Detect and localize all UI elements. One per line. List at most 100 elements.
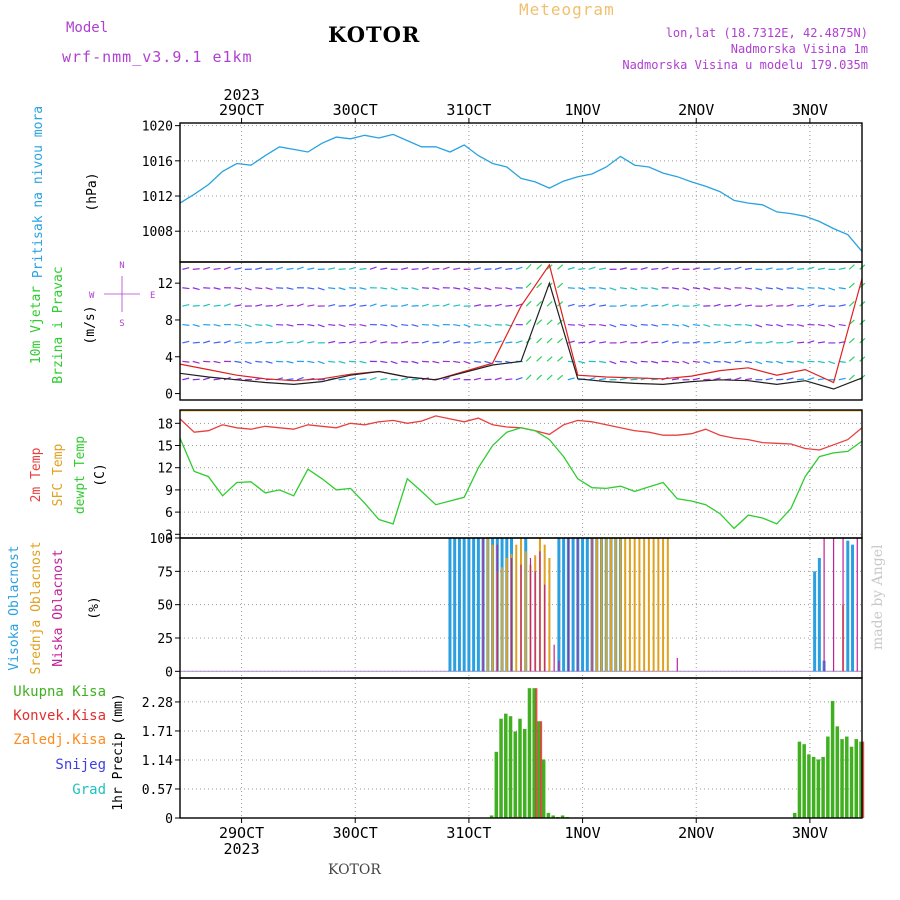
wind-arrow bbox=[348, 266, 356, 270]
wind-arrow bbox=[213, 323, 221, 327]
wind-arrow bbox=[807, 266, 815, 270]
wind-arrow bbox=[494, 360, 502, 363]
wind-arrow bbox=[838, 287, 846, 290]
wind-arrow bbox=[578, 341, 586, 344]
cloud-low-bar bbox=[529, 558, 532, 672]
wind-arrow bbox=[713, 323, 721, 326]
wind-arrow bbox=[578, 360, 586, 364]
wind-arrow bbox=[567, 266, 575, 270]
cloud-mid-bar bbox=[524, 551, 527, 672]
wind-arrow bbox=[536, 282, 543, 289]
cloud-mid-bar bbox=[628, 538, 631, 672]
compass-north: N bbox=[119, 261, 124, 271]
cloud-high-bar bbox=[557, 538, 561, 672]
precip-total-bar bbox=[840, 739, 844, 818]
wind-arrow bbox=[453, 341, 461, 344]
wind-arrow bbox=[223, 340, 231, 344]
wind-speed-line bbox=[179, 281, 863, 390]
wind-arrow bbox=[682, 287, 690, 291]
wind-arrow bbox=[557, 319, 564, 326]
wind-arrow bbox=[442, 340, 450, 344]
wind-arrow bbox=[692, 267, 700, 270]
wind-arrow bbox=[182, 303, 190, 307]
precip-tick-label: 1.71 bbox=[142, 725, 173, 740]
wind-arrow bbox=[734, 266, 742, 270]
wind-arrow bbox=[536, 300, 543, 307]
wind-arrow bbox=[286, 378, 294, 381]
wind-arrow bbox=[421, 303, 429, 307]
wind-arrow bbox=[692, 323, 700, 327]
wind-arrow bbox=[599, 360, 607, 364]
cloud-low-bar bbox=[558, 660, 560, 672]
precip-conv-bar bbox=[535, 688, 538, 818]
wind-arrow bbox=[838, 323, 846, 327]
precip-total-bar bbox=[807, 754, 811, 818]
cloud-high-bar bbox=[817, 558, 821, 672]
wind-arrow bbox=[776, 287, 784, 291]
wind-arrow bbox=[453, 267, 461, 270]
top-day-label: 29OCT bbox=[219, 101, 264, 119]
wind-arrow bbox=[578, 287, 586, 290]
wind-arrow bbox=[234, 267, 242, 270]
precip-total-bar bbox=[489, 815, 494, 818]
wind-arrow bbox=[484, 287, 492, 291]
wind-arrow bbox=[578, 304, 586, 307]
wind-arrow bbox=[630, 287, 638, 291]
wind-arrow bbox=[182, 340, 190, 344]
top-day-label: 3NOV bbox=[792, 101, 828, 119]
cloud-high-bar bbox=[846, 540, 850, 672]
precip-legend-0: Ukupna Kisa bbox=[13, 684, 106, 700]
altitude-label: Nadmorska Visina 1m bbox=[730, 42, 868, 56]
wind-tick-label: 4 bbox=[165, 351, 173, 366]
precip-total-bar bbox=[551, 815, 555, 818]
cloud-high-bar bbox=[851, 544, 855, 672]
wind-arrow bbox=[776, 360, 784, 364]
wind-arrow bbox=[286, 323, 294, 327]
wind-arrow bbox=[807, 340, 815, 344]
wind-arrow bbox=[724, 267, 732, 270]
cloud-low-bar bbox=[510, 558, 513, 672]
cloud-low-bar bbox=[842, 538, 844, 672]
precip-legend-1: Konvek.Kisa bbox=[13, 708, 106, 724]
wind-arrow bbox=[599, 341, 607, 344]
precip-legend-3: Snijeg bbox=[55, 757, 106, 773]
wind-arrow bbox=[525, 374, 532, 381]
wind-arrow bbox=[421, 287, 430, 289]
wind-arrow bbox=[359, 360, 367, 364]
wind-arrow bbox=[817, 267, 825, 270]
precip-total-bar bbox=[821, 756, 825, 818]
wind-arrow bbox=[536, 264, 543, 270]
wind-arrow bbox=[192, 268, 200, 270]
precip-total-bar bbox=[802, 744, 806, 818]
temp-tick-label: 12 bbox=[157, 462, 173, 477]
cloud-tick-label: 0 bbox=[165, 665, 173, 680]
precip-tick-label: 2.28 bbox=[142, 696, 173, 711]
wind-arrow bbox=[307, 360, 315, 364]
wind-arrow bbox=[223, 303, 231, 307]
wind-title-line2: Brzina i Pravac bbox=[51, 266, 66, 383]
wind-arrow bbox=[401, 377, 409, 381]
wind-arrow bbox=[234, 341, 242, 344]
wind-arrow bbox=[182, 287, 190, 290]
wind-arrow bbox=[286, 304, 294, 307]
wind-arrow bbox=[182, 267, 190, 270]
wind-arrow bbox=[484, 341, 492, 344]
cloud-mid-bar bbox=[609, 538, 612, 672]
wind-arrow bbox=[328, 303, 336, 307]
cloud-high-bar bbox=[457, 538, 461, 672]
wind-arrow bbox=[786, 340, 794, 344]
wind-arrow bbox=[286, 341, 294, 344]
cloud-mid-bar bbox=[515, 544, 518, 672]
wind-arrow bbox=[692, 304, 700, 307]
wind-arrow bbox=[223, 266, 231, 270]
wind-arrow bbox=[734, 377, 742, 381]
wind-arrow bbox=[369, 376, 377, 381]
wind-arrow bbox=[296, 340, 304, 344]
temp-2m-line bbox=[179, 415, 863, 451]
wind-arrow bbox=[765, 323, 773, 327]
precip-total-bar bbox=[494, 751, 499, 818]
wind-arrow bbox=[494, 323, 502, 326]
wind-arrow bbox=[307, 341, 315, 344]
wind-arrow bbox=[651, 304, 659, 307]
wind-arrow bbox=[619, 340, 627, 344]
